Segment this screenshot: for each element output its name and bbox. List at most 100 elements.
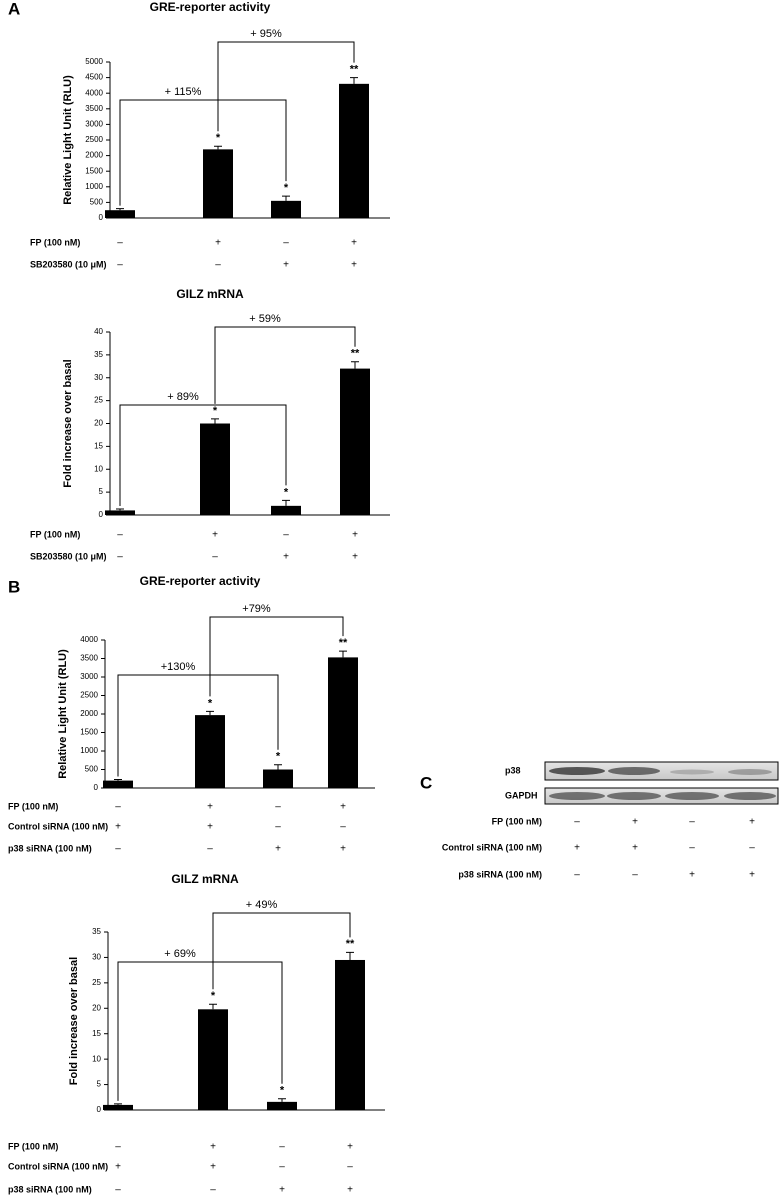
condition-sign: + <box>749 817 755 828</box>
condition-sign: – <box>117 530 123 541</box>
y-tick-label: 20 <box>92 1003 101 1012</box>
y-axis-title: Fold increase over basal <box>68 957 80 1085</box>
y-tick-label: 2000 <box>80 709 98 718</box>
y-tick-label: 0 <box>99 213 104 222</box>
condition-label: p38 siRNA (100 nM) <box>8 843 92 853</box>
condition-sign: + <box>347 1185 353 1196</box>
bar <box>105 510 135 515</box>
condition-sign: + <box>215 238 221 249</box>
condition-sign: – <box>275 822 281 833</box>
y-tick-label: 35 <box>92 927 101 936</box>
condition-sign: + <box>352 530 358 541</box>
comparison-bracket <box>212 912 351 990</box>
condition-sign: + <box>351 238 357 249</box>
significance-label: * <box>213 405 218 417</box>
condition-sign: + <box>340 802 346 813</box>
y-tick-label: 0 <box>99 510 104 519</box>
error-bar <box>206 710 214 716</box>
comparison-bracket <box>209 616 344 697</box>
y-tick-label: 500 <box>85 765 99 774</box>
error-bar <box>214 145 222 150</box>
condition-sign: + <box>574 843 580 854</box>
y-tick-label: 40 <box>94 327 103 336</box>
condition-sign: + <box>212 530 218 541</box>
condition-sign: + <box>632 817 638 828</box>
bar <box>195 715 225 788</box>
comparison-label: + 69% <box>164 948 196 960</box>
y-tick-label: 25 <box>92 978 101 987</box>
comparison-label: + 115% <box>165 86 202 98</box>
error-bar <box>282 195 290 201</box>
y-tick-label: 3500 <box>85 104 103 113</box>
bar <box>271 505 301 515</box>
condition-sign: – <box>212 552 218 563</box>
condition-sign: – <box>207 844 213 855</box>
condition-sign: – <box>115 802 121 813</box>
condition-label: SB203580 (10 μM) <box>30 259 107 269</box>
y-tick-label: 25 <box>94 396 103 405</box>
significance-label: * <box>284 486 289 498</box>
y-tick-label: 1000 <box>80 746 98 755</box>
condition-sign: – <box>279 1162 285 1173</box>
bar <box>267 1101 297 1110</box>
y-tick-label: 3000 <box>85 120 103 129</box>
significance-label: * <box>208 697 213 709</box>
y-tick-label: 30 <box>94 373 103 382</box>
condition-sign: – <box>210 1185 216 1196</box>
y-tick-label: 4000 <box>80 635 98 644</box>
band-label: GAPDH <box>505 790 538 800</box>
comparison-bracket <box>119 99 287 206</box>
band-label: p38 <box>505 765 521 775</box>
comparison-label: +130% <box>161 661 196 673</box>
band <box>607 792 661 800</box>
condition-sign: – <box>340 822 346 833</box>
y-tick-label: 5 <box>97 1080 102 1089</box>
blot-frame <box>544 787 779 805</box>
comparison-bracket <box>117 674 279 777</box>
blot-frame <box>544 761 779 781</box>
band <box>728 769 772 775</box>
bar <box>263 769 293 788</box>
condition-sign: + <box>210 1142 216 1153</box>
error-bar <box>351 361 359 369</box>
condition-sign: + <box>115 822 121 833</box>
condition-sign: + <box>632 843 638 854</box>
panel-label: C <box>420 773 432 792</box>
condition-sign: – <box>115 1185 121 1196</box>
condition-sign: – <box>283 238 289 249</box>
significance-label: ** <box>350 64 359 76</box>
error-bar <box>274 764 282 770</box>
band <box>724 792 776 800</box>
condition-label: SB203580 (10 μM) <box>30 551 107 561</box>
condition-sign: – <box>749 843 755 854</box>
condition-sign: – <box>632 870 638 881</box>
condition-sign: – <box>574 817 580 828</box>
condition-label: FP (100 nM) <box>8 801 58 811</box>
condition-sign: + <box>283 552 289 563</box>
condition-label: p38 siRNA (100 nM) <box>458 869 542 879</box>
condition-label: FP (100 nM) <box>492 816 542 826</box>
comparison-bracket <box>214 326 356 404</box>
condition-label: FP (100 nM) <box>30 237 80 247</box>
condition-sign: – <box>689 817 695 828</box>
bar <box>335 959 365 1110</box>
chart-title: GILZ mRNA <box>171 872 239 886</box>
error-bar <box>346 951 354 960</box>
comparison-bracket <box>117 961 283 1101</box>
y-tick-label: 0 <box>97 1105 102 1114</box>
chart-title: GRE-reporter activity <box>140 574 261 588</box>
panel-label: B <box>8 577 20 596</box>
significance-label: ** <box>346 938 355 950</box>
significance-label: ** <box>339 637 348 649</box>
y-tick-label: 2500 <box>80 691 98 700</box>
y-tick-label: 4500 <box>85 73 103 82</box>
condition-sign: + <box>689 870 695 881</box>
condition-sign: – <box>117 238 123 249</box>
chart-title: GRE-reporter activity <box>150 0 271 14</box>
condition-sign: + <box>210 1162 216 1173</box>
band <box>549 792 605 800</box>
error-bar <box>116 208 124 211</box>
condition-sign: – <box>115 1142 121 1153</box>
condition-label: Control siRNA (100 nM) <box>8 821 108 831</box>
significance-label: * <box>211 990 216 1002</box>
